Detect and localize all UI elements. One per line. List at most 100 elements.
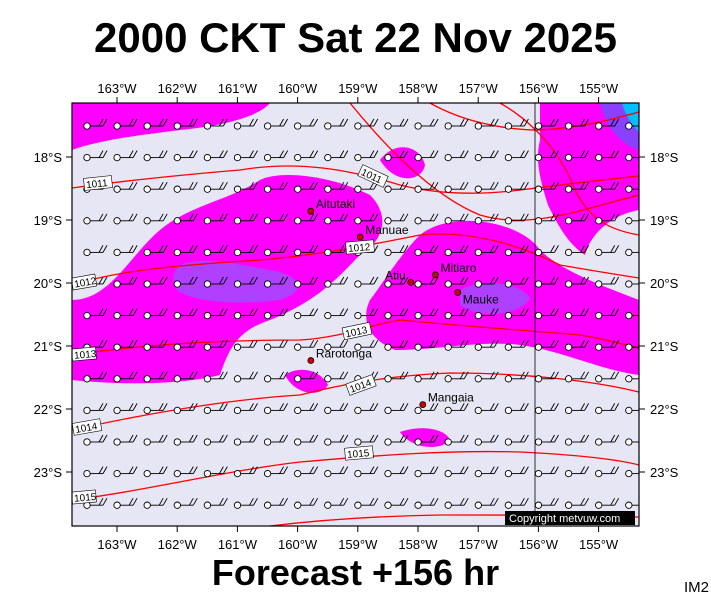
wind-barb (324, 434, 349, 446)
svg-text:1012: 1012 (73, 276, 97, 291)
wind-barb (384, 245, 409, 257)
wind-barb (354, 308, 379, 320)
map-axes: 163°W 163°W 162°W 162°W 161°W 161°W 160°W 160°W… (34, 81, 679, 552)
town-label: Atiu (385, 268, 406, 282)
town-label: Mangaia (428, 391, 474, 405)
wind-barb (534, 434, 559, 446)
wind-barb (564, 497, 589, 509)
wind-barb (143, 118, 168, 130)
wind-barb (83, 466, 108, 478)
wind-barb (203, 276, 228, 288)
wind-barb (203, 339, 228, 351)
isobar-label: 1013 (72, 346, 97, 362)
wind-barb (504, 403, 529, 415)
svg-text:1013: 1013 (344, 325, 368, 340)
lat-label-left: 23°S (34, 465, 63, 480)
wind-barb (83, 403, 108, 415)
wind-barb (263, 466, 288, 478)
isobar-1013-a (72, 319, 639, 356)
wind-barb (294, 181, 319, 193)
wind-barb (263, 245, 288, 257)
wind-barb (173, 371, 198, 383)
isobar-1013-b (499, 103, 639, 236)
wind-barb (263, 308, 288, 320)
lon-label-bottom: 163°W (97, 537, 137, 552)
wind-barb (294, 466, 319, 478)
wind-barb (354, 403, 379, 415)
wind-barb (564, 150, 589, 162)
wind-barb (414, 371, 439, 383)
wind-barb (233, 181, 258, 193)
wind-barb (173, 497, 198, 509)
wind-barb (414, 339, 439, 351)
map-frame (71, 102, 640, 527)
wind-barb (414, 245, 439, 257)
wind-barb (203, 308, 228, 320)
wind-barb (143, 276, 168, 288)
lon-label-bottom: 160°W (278, 537, 318, 552)
wind-barb (504, 308, 529, 320)
lat-label-left: 22°S (34, 402, 63, 417)
rain-area-northwest (72, 103, 270, 150)
wind-barb (414, 466, 439, 478)
town-dot (432, 271, 439, 279)
town-mangaia: Mangaia (419, 391, 474, 408)
wind-barb (414, 434, 439, 446)
wind-barb (294, 118, 319, 130)
wind-barb (203, 150, 228, 162)
wind-barb (113, 434, 138, 446)
town-dot (307, 357, 315, 364)
lat-label-right: 19°S (650, 213, 679, 228)
wind-barb (474, 118, 499, 130)
wind-barb (504, 371, 529, 383)
wind-barb (564, 466, 589, 478)
wind-barb (233, 497, 258, 509)
wind-barb (444, 403, 469, 415)
wind-barb (564, 213, 589, 225)
map-title: 2000 CKT Sat 22 Nov 2025 (94, 14, 617, 61)
wind-barb (534, 466, 559, 478)
wind-barb (354, 466, 379, 478)
wind-barb (354, 213, 379, 225)
wind-barb (294, 245, 319, 257)
wind-barb (233, 118, 258, 130)
lon-label-bottom: 155°W (579, 537, 619, 552)
town-atiu: Atiu (385, 268, 415, 286)
wind-barb (113, 497, 138, 509)
svg-text:1014: 1014 (74, 421, 98, 436)
wind-barb (324, 150, 349, 162)
wind-barb (294, 339, 319, 351)
isobar-label: 1011 (83, 175, 113, 191)
wind-barb (83, 150, 108, 162)
wind-barb (414, 181, 439, 193)
isobar-1011-b (429, 103, 639, 131)
lon-label-top: 155°W (579, 81, 619, 96)
wind-barb (294, 308, 319, 320)
wind-barb (414, 276, 439, 288)
wind-barb (414, 118, 439, 130)
wind-barb (324, 403, 349, 415)
town-mauke: Mauke (454, 289, 499, 306)
lon-label-top: 162°W (158, 81, 198, 96)
wind-barb (113, 150, 138, 162)
wind-barb (384, 308, 409, 320)
wind-barb (113, 403, 138, 415)
wind-barb (534, 245, 559, 257)
rain-area-east-low (400, 428, 450, 447)
wind-barb (414, 308, 439, 320)
wind-barb (444, 497, 469, 509)
wind-barb (595, 403, 620, 415)
wind-barb (504, 245, 529, 257)
wind-barb (564, 403, 589, 415)
wind-barb (143, 308, 168, 320)
svg-text:1015: 1015 (74, 492, 98, 505)
wind-barb (173, 308, 198, 320)
copyright-box (505, 511, 635, 525)
wind-barb (354, 276, 379, 288)
isobar-label: 1014 (72, 418, 103, 436)
forecast-label: Forecast +156 hr (211, 552, 500, 593)
wind-barb (504, 213, 529, 225)
lat-label-left: 18°S (34, 150, 63, 165)
lon-label-top: 161°W (218, 81, 258, 96)
wind-barb (474, 245, 499, 257)
